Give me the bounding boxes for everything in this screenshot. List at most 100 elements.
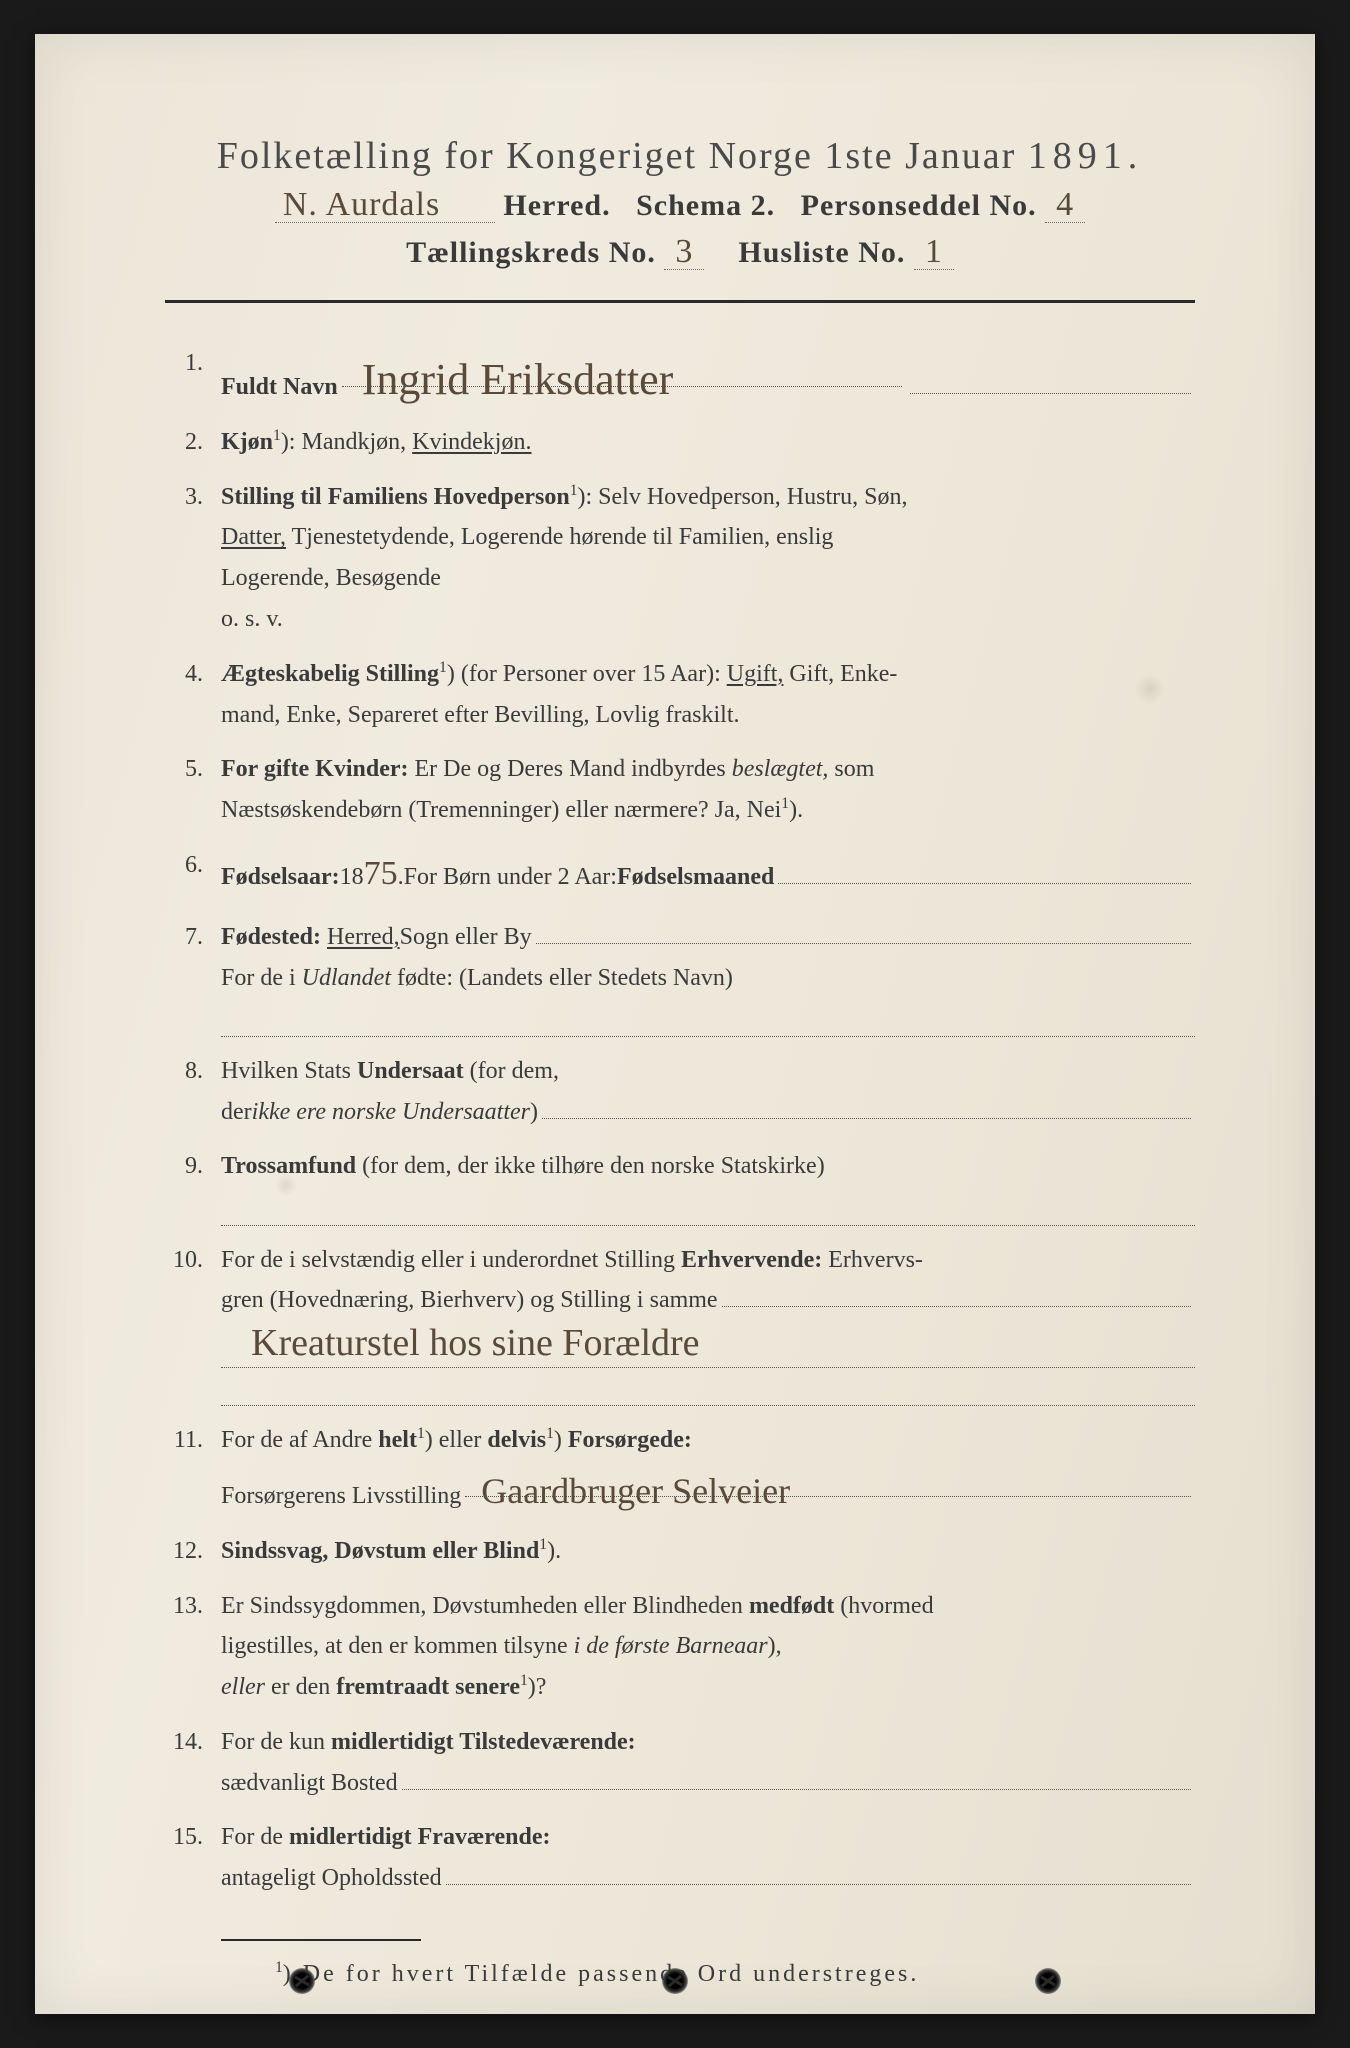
question-text: ), [768, 1633, 782, 1659]
question-text: For de af Andre [221, 1427, 378, 1453]
year-prefix: 18 [340, 857, 364, 898]
question-text: (hvormed [834, 1593, 933, 1619]
hole-icon [289, 1968, 315, 1994]
field-label: Stilling til Familiens Hovedperson [221, 484, 570, 510]
emphasis-text: beslægtet, [732, 756, 829, 782]
item-number: 3. [165, 477, 221, 640]
blank-line [221, 998, 1195, 1036]
item-number: 13. [165, 1586, 221, 1708]
item-number: 12. [165, 1531, 221, 1572]
note-text: For Børn under 2 Aar: [404, 857, 617, 898]
item-1: 1. Fuldt Navn Ingrid Eriksdatter [165, 343, 1195, 408]
item-14: 14. For de kun midlertidigt Tilstedevære… [165, 1722, 1195, 1804]
note-text: (for dem, der ikke tilhøre den norske St… [356, 1153, 825, 1179]
option-text: o. s. v. [221, 599, 1195, 640]
field-label: Undersaat [357, 1058, 464, 1084]
field-label: For gifte Kvinder: [221, 756, 409, 782]
paper-smudge [275, 1174, 297, 1196]
occupation-value: Kreaturstel hos sine Forældre [221, 1321, 1195, 1368]
herred-label: Herred. [503, 189, 610, 222]
item-number: 2. [165, 422, 221, 463]
paper-smudge [1135, 674, 1165, 704]
husliste-label: Husliste No. [738, 236, 905, 269]
item-number: 6. [165, 845, 221, 903]
item-6: 6. Fødselsaar: 1875. For Børn under 2 Aa… [165, 845, 1195, 903]
emphasis-text: i de første Barneaar [574, 1633, 768, 1659]
item-number: 9. [165, 1146, 221, 1225]
question-text: Er De og Deres Mand indbyrdes [409, 756, 732, 782]
item-2: 2. Kjøn1): Mandkjøn, Kvindekjøn. [165, 422, 1195, 463]
item-number: 11. [165, 1420, 221, 1517]
item-9: 9. Trossamfund (for dem, der ikke tilhør… [165, 1146, 1195, 1225]
hole-icon [662, 1968, 688, 1994]
option-text: Logerende, Besøgende [221, 558, 1195, 599]
field-label: Fødested: [221, 917, 321, 958]
item-15: 15. For de midlertidigt Fraværende: anta… [165, 1817, 1195, 1899]
personseddel-label: Personseddel No. [801, 189, 1037, 222]
subtitle-line-2: Tællingskreds No. 3 Husliste No. 1 [165, 235, 1195, 270]
census-form-page: Folketælling for Kongeriget Norge 1ste J… [35, 34, 1315, 2014]
bold-text: delvis [487, 1427, 546, 1453]
item-10: 10. For de i selvstændig eller i underor… [165, 1240, 1195, 1407]
kreds-value: 3 [664, 235, 704, 270]
sub-label: antageligt Opholdssted [221, 1858, 442, 1899]
item-12: 12. Sindssvag, Døvstum eller Blind1). [165, 1531, 1195, 1572]
note-text: For de i [221, 965, 302, 991]
bold-text: fremtraadt senere [336, 1674, 520, 1700]
main-title: Folketælling for Kongeriget Norge 1ste J… [165, 134, 1195, 178]
form-header: Folketælling for Kongeriget Norge 1ste J… [165, 134, 1195, 270]
item-number: 14. [165, 1722, 221, 1804]
schema-label: Schema 2. [636, 189, 775, 222]
binding-holes [35, 1968, 1315, 1994]
item-8: 8. Hvilken Stats Undersaat (for dem, der… [165, 1051, 1195, 1133]
personseddel-value: 4 [1045, 188, 1085, 223]
bold-text: medfødt [749, 1593, 834, 1619]
question-text: Hvilken Stats [221, 1058, 357, 1084]
note-text: fødte: (Landets eller Stedets Navn) [391, 965, 733, 991]
kreds-label: Tællingskreds No. [406, 236, 656, 269]
field-label: Kjøn [221, 429, 273, 455]
sub-label: Fødselsmaaned [617, 857, 774, 898]
blank-line [221, 1368, 1195, 1406]
item-13: 13. Er Sindssygdommen, Døvstumheden elle… [165, 1586, 1195, 1708]
field-label: Forsørgede: [568, 1427, 692, 1453]
header-rule [165, 300, 1195, 303]
question-text: er den [265, 1674, 336, 1700]
field-label: Fuldt Navn [221, 367, 338, 408]
field-label: Ægteskabelig Stilling [221, 661, 439, 687]
herred-value: N. Aurdals [275, 188, 495, 223]
blank-line [221, 1187, 1195, 1225]
emphasis-text: Udlandet [302, 965, 391, 991]
item-4: 4. Ægteskabelig Stilling1) (for Personer… [165, 654, 1195, 736]
question-text: Erhvervs- [822, 1247, 923, 1273]
item-3: 3. Stilling til Familiens Hovedperson1):… [165, 477, 1195, 640]
name-value: Ingrid Eriksdatter [342, 343, 902, 387]
item-number: 10. [165, 1240, 221, 1407]
sub-label: sædvanligt Bosted [221, 1763, 398, 1804]
emphasis-text: eller [221, 1674, 265, 1700]
note-text: ) [530, 1092, 538, 1133]
item-number: 7. [165, 917, 221, 1037]
title-text: Folketælling for Kongeriget Norge 1ste J… [217, 135, 1017, 177]
subtitle-line-1: N. Aurdals Herred. Schema 2. Personsedde… [165, 188, 1195, 223]
form-items: 1. Fuldt Navn Ingrid Eriksdatter 2. Kjøn… [165, 343, 1195, 1899]
selected-option: Kvindekjøn. [412, 429, 531, 455]
selected-option: Herred, [327, 917, 400, 958]
item-number: 8. [165, 1051, 221, 1133]
selected-option: Ugift, [727, 661, 784, 687]
item-11: 11. For de af Andre helt1) eller delvis1… [165, 1420, 1195, 1517]
question-text: (for dem, [464, 1058, 559, 1084]
note-text: der [221, 1092, 252, 1133]
field-label: Sindssvag, Døvstum eller Blind [221, 1538, 539, 1564]
option-text: mand, Enke, Separeret efter Bevilling, L… [221, 695, 1195, 736]
question-text: som [828, 756, 874, 782]
item-number: 4. [165, 654, 221, 736]
husliste-value: 1 [914, 235, 954, 270]
question-text: For de i selvstændig eller i underordnet… [221, 1247, 681, 1273]
footnote-rule [221, 1939, 421, 1941]
year-value: 75 [364, 845, 398, 903]
title-year: 1891. [1028, 135, 1144, 177]
question-text: eller [433, 1427, 488, 1453]
option-text: Tjenestetydende, Logerende hørende til F… [286, 524, 833, 550]
sub-label: Forsørgerens Livsstilling [221, 1476, 461, 1517]
